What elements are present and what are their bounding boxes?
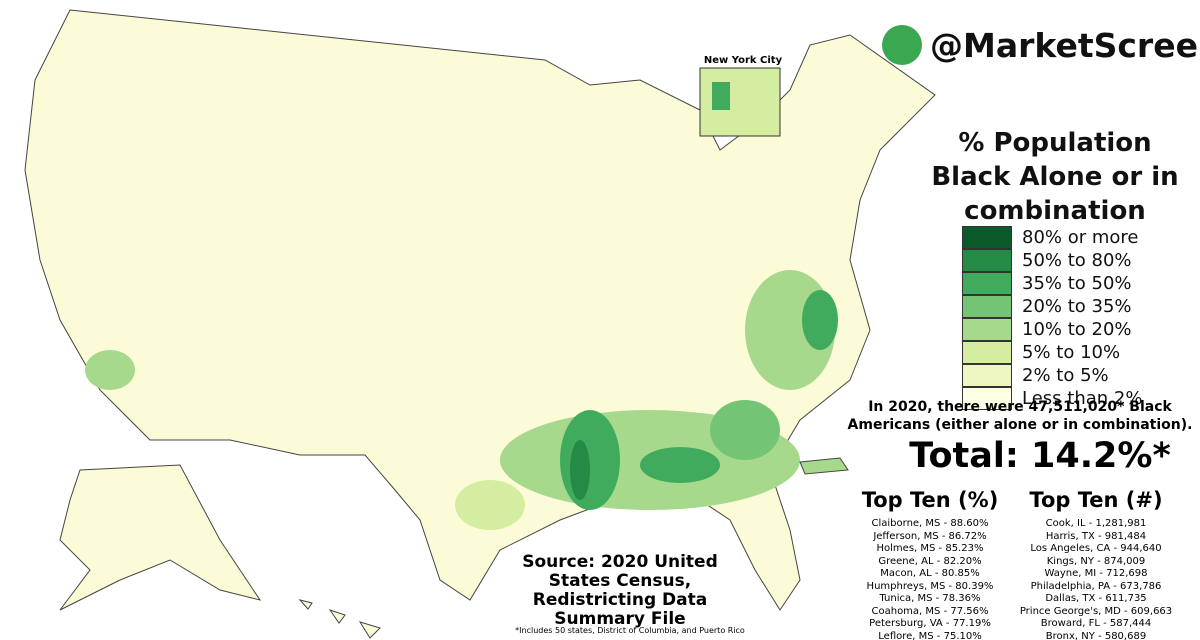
legend-row: Less than 2% [962, 387, 1142, 410]
summary: In 2020, there were 47,511,020* Black Am… [847, 399, 1193, 433]
legend-swatch [962, 226, 1012, 249]
list-item: Macon, AL - 80.85% [880, 568, 980, 579]
list-item: Cook, IL - 1,281,981 [1045, 518, 1147, 529]
list-item: Holmes, MS - 85.23% [876, 543, 984, 554]
list-item: Jefferson, MS - 86.72% [873, 530, 987, 542]
nyc-inset-fill [712, 82, 730, 110]
legend-row: 10% to 20% [962, 318, 1142, 341]
list-item: Greene, AL - 82.20% [878, 555, 982, 567]
list-item: Leflore, MS - 75.10% [878, 630, 982, 640]
list-item: Kings, NY - 874,009 [1046, 555, 1146, 567]
region-fill [710, 400, 780, 460]
legend-label: 20% to 35% [1022, 296, 1132, 317]
legend-label: 10% to 20% [1022, 319, 1132, 340]
source: Source: 2020 United States Census, Redis… [522, 552, 718, 629]
list-title: Top Ten (#) [1029, 488, 1163, 512]
list-item: Humphreys, MS - 80.39% [866, 580, 994, 592]
list-item: Coahoma, MS - 77.56% [871, 605, 989, 617]
list-item: Prince George's, MD - 609,663 [1019, 605, 1173, 617]
legend-row: 5% to 10% [962, 341, 1142, 364]
legend-swatch [962, 318, 1012, 341]
list-title: Top Ten (%) [861, 488, 999, 512]
legend-swatch [962, 272, 1012, 295]
alaska [59, 464, 262, 611]
list-item: Petersburg, VA - 77.19% [869, 618, 991, 629]
region-fill [802, 290, 838, 350]
brand-icon [882, 25, 922, 65]
legend-label: Less than 2% [1022, 388, 1143, 409]
legend-swatch [962, 249, 1012, 272]
list-item: Dallas, TX - 611,735 [1045, 593, 1147, 604]
footnote: *Includes 50 states, District of Columbi… [515, 626, 745, 635]
puerto-rico [799, 457, 849, 475]
legend-title: % Population Black Alone or in combinati… [931, 128, 1179, 226]
list-item: Harris, TX - 981,484 [1045, 530, 1147, 542]
list-item: Wayne, MI - 712,698 [1044, 568, 1148, 579]
inset-label: New York City [703, 55, 783, 66]
legend-swatch [962, 364, 1012, 387]
hawaii [298, 599, 381, 639]
region-fill [570, 440, 590, 500]
top-count-list: Top Ten (#) Cook, IL - 1,281,981 Harris, T… [996, 488, 1196, 640]
region-fill [560, 410, 620, 510]
legend-label: 50% to 80% [1022, 250, 1132, 271]
legend-row: 2% to 5% [962, 364, 1142, 387]
legend-swatch [962, 387, 1012, 410]
list-item: Tunica, MS - 78.36% [879, 593, 981, 604]
legend-swatch [962, 341, 1012, 364]
region-fill [455, 480, 525, 530]
legend-label: 5% to 10% [1022, 342, 1121, 363]
total: Total: 14.2%* [909, 436, 1171, 476]
region-fill [640, 447, 720, 483]
brand: @MarketScreen [882, 22, 1200, 68]
list-item: Philadelphia, PA - 673,786 [1030, 580, 1162, 592]
list-item: Los Angeles, CA - 944,640 [1030, 543, 1162, 554]
top-percent-list: Top Ten (%) Claiborne, MS - 88.60% Jeffers… [830, 488, 1030, 640]
legend-label: 35% to 50% [1022, 273, 1132, 294]
region-fill [85, 350, 135, 390]
list-item: Broward, FL - 587,444 [1040, 618, 1152, 629]
legend: 80% or more 50% to 80% 35% to 50% 20% to 35… [962, 226, 1142, 410]
legend-row: 20% to 35% [962, 295, 1142, 318]
legend-row: 80% or more [962, 226, 1142, 249]
legend-swatch [962, 295, 1012, 318]
list-item: Claiborne, MS - 88.60% [871, 518, 989, 529]
legend-row: 50% to 80% [962, 249, 1142, 272]
list-item: Bronx, NY - 580,689 [1045, 630, 1147, 640]
legend-label: 2% to 5% [1022, 365, 1109, 386]
brand-text: @MarketScreen [930, 25, 1200, 65]
legend-row: 35% to 50% [962, 272, 1142, 295]
legend-label: 80% or more [1022, 227, 1139, 248]
